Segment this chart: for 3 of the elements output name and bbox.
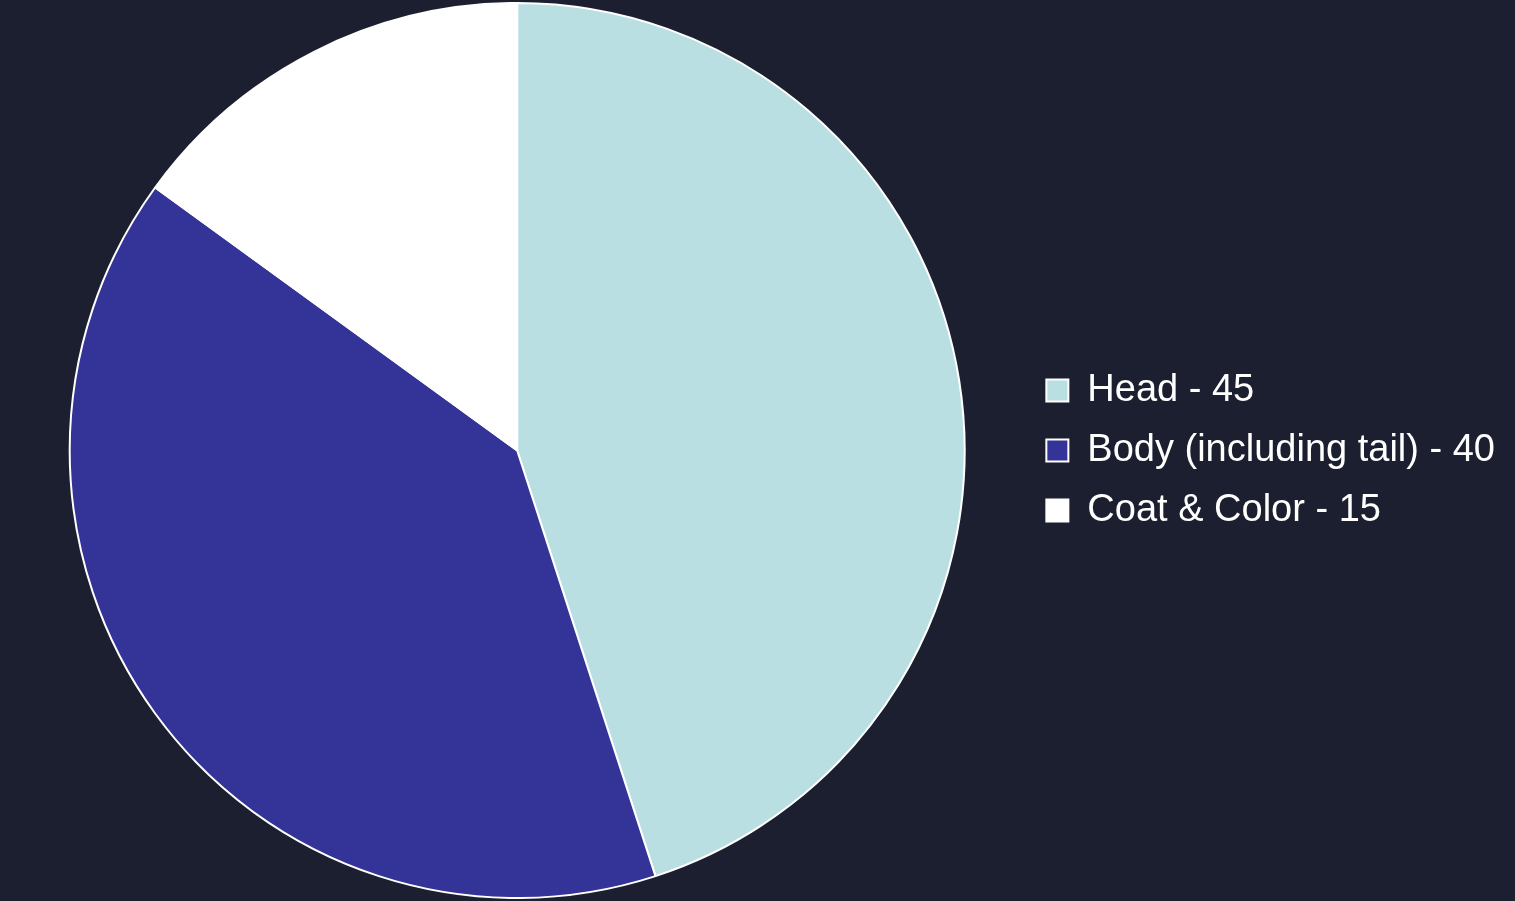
legend-label: Body (including tail) - 40 (1087, 426, 1496, 469)
legend-label: Head - 45 (1087, 366, 1255, 409)
legend-label: Coat & Color - 15 (1087, 486, 1381, 529)
